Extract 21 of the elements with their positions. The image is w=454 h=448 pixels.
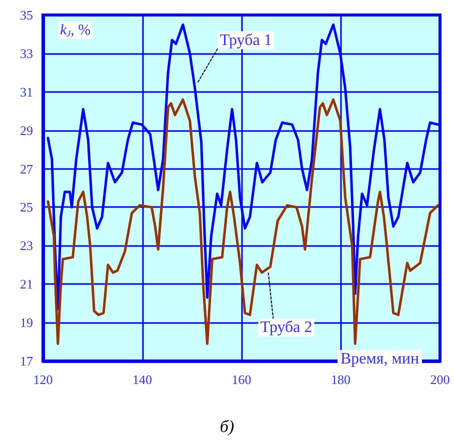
line-series [46,98,440,345]
y-tick-label: 27 [20,161,34,176]
y-tick-label: 31 [20,84,33,100]
y-tick-label: 25 [20,200,33,215]
x-tick-label: 160 [232,372,252,387]
x-tick-label: 180 [331,372,350,387]
y-tick-label: 35 [20,8,33,22]
annotation: Труба 1 [220,32,272,49]
y-tick-label: 23 [20,238,33,254]
y-tick-label: 29 [20,122,33,138]
y-tick-label: 19 [20,315,33,330]
y-tick-label: 33 [20,46,33,61]
y-tick-label: 21 [20,276,33,292]
y-tick-label: 17 [20,354,34,368]
x-tick-label: 200 [430,372,450,387]
x-axis-title: Время, мин [340,350,420,368]
x-tick-label: 120 [33,372,53,387]
x-tick-label: 140 [132,372,152,387]
text: б) [220,417,234,436]
annotation: Труба 2 [260,319,312,336]
y-axis-title: kJ, % [60,22,91,38]
